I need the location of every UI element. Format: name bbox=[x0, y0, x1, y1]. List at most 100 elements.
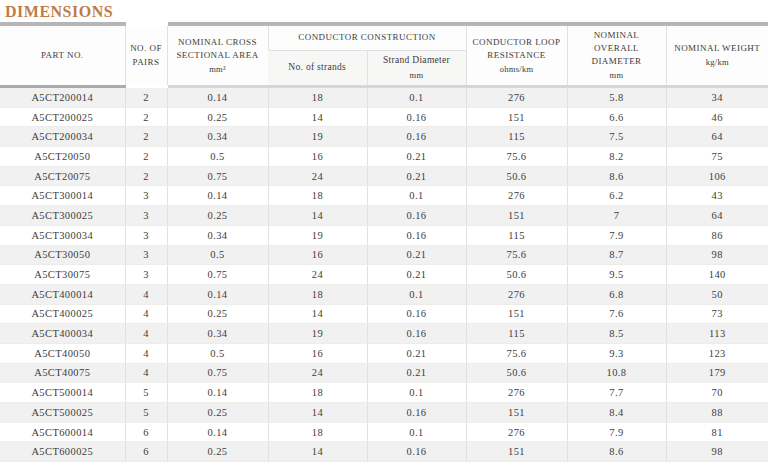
table-body: A5CT20001420.14180.12765.834A5CT20002520… bbox=[0, 87, 768, 462]
table-cell: 50.6 bbox=[466, 166, 567, 186]
table-cell: 0.34 bbox=[167, 324, 268, 344]
table-cell: 151 bbox=[466, 442, 567, 462]
table-cell: 0.25 bbox=[167, 304, 268, 324]
table-cell: A5CT400034 bbox=[0, 324, 125, 344]
table-cell: 24 bbox=[268, 265, 367, 285]
table-cell: A5CT300025 bbox=[0, 206, 125, 226]
header-pairs: NO. OF PAIRS bbox=[125, 24, 167, 87]
header-strand-diameter: Strand Diameter mm bbox=[367, 51, 466, 87]
table-cell: 2 bbox=[125, 166, 167, 186]
table-cell: A5CT300034 bbox=[0, 225, 125, 245]
table-cell: 0.21 bbox=[367, 166, 466, 186]
table-cell: A5CT200014 bbox=[0, 87, 125, 108]
table-cell: A5CT500014 bbox=[0, 383, 125, 403]
table-cell: 14 bbox=[268, 442, 367, 462]
table-cell: 3 bbox=[125, 225, 167, 245]
table-cell: 276 bbox=[466, 284, 567, 304]
table-cell: 276 bbox=[466, 422, 567, 442]
table-cell: 16 bbox=[268, 245, 367, 265]
table-cell: 7.6 bbox=[567, 304, 666, 324]
table-cell: 115 bbox=[466, 324, 567, 344]
table-cell: 0.1 bbox=[367, 284, 466, 304]
table-cell: 43 bbox=[666, 186, 768, 206]
table-cell: A5CT200034 bbox=[0, 127, 125, 147]
table-cell: 0.16 bbox=[367, 206, 466, 226]
table-row: A5CT40003440.34190.161158.5113 bbox=[0, 324, 768, 344]
page-title: DIMENSIONS bbox=[0, 0, 768, 22]
table-row: A5CT30001430.14180.12766.243 bbox=[0, 186, 768, 206]
table-cell: 2 bbox=[125, 147, 167, 167]
table-row: A5CT40002540.25140.161517.673 bbox=[0, 304, 768, 324]
table-cell: 75.6 bbox=[466, 343, 567, 363]
table-cell: 18 bbox=[268, 383, 367, 403]
table-cell: 0.5 bbox=[167, 245, 268, 265]
table-cell: 98 bbox=[666, 442, 768, 462]
table-cell: 19 bbox=[268, 225, 367, 245]
table-cell: 64 bbox=[666, 206, 768, 226]
table-cell: 64 bbox=[666, 127, 768, 147]
table-cell: 0.5 bbox=[167, 343, 268, 363]
table-row: A5CT3005030.5160.2175.68.798 bbox=[0, 245, 768, 265]
table-cell: 0.1 bbox=[367, 186, 466, 206]
table-cell: 0.16 bbox=[367, 403, 466, 423]
header-area-label: NOMINAL CROSS SECTIONAL AREA bbox=[176, 37, 258, 60]
table-cell: 9.3 bbox=[567, 343, 666, 363]
dimensions-table: PART NO. NO. OF PAIRS NOMINAL CROSS SECT… bbox=[0, 22, 768, 462]
header-cross-sectional-area: NOMINAL CROSS SECTIONAL AREA mm² bbox=[167, 24, 268, 87]
table-cell: 0.14 bbox=[167, 87, 268, 108]
header-strands-label: No. of strands bbox=[288, 62, 346, 72]
table-cell: 2 bbox=[125, 107, 167, 127]
header-conductor-construction-group: CONDUCTOR CONSTRUCTION bbox=[268, 24, 466, 51]
table-cell: 0.14 bbox=[167, 284, 268, 304]
table-cell: 0.34 bbox=[167, 225, 268, 245]
table-cell: 7 bbox=[567, 206, 666, 226]
table-row: A5CT30002530.25140.16151764 bbox=[0, 206, 768, 226]
header-resistance-unit: ohms/km bbox=[470, 63, 564, 75]
table-cell: 0.16 bbox=[367, 304, 466, 324]
table-row: A5CT50002550.25140.161518.488 bbox=[0, 403, 768, 423]
table-row: A5CT20001420.14180.12765.834 bbox=[0, 87, 768, 108]
table-cell: 16 bbox=[268, 343, 367, 363]
table-cell: 0.16 bbox=[367, 107, 466, 127]
table-cell: A5CT40075 bbox=[0, 363, 125, 383]
table-cell: 0.16 bbox=[367, 225, 466, 245]
table-cell: 0.14 bbox=[167, 422, 268, 442]
table-cell: 0.16 bbox=[367, 442, 466, 462]
table-cell: 18 bbox=[268, 422, 367, 442]
table-row: A5CT20002520.25140.161516.646 bbox=[0, 107, 768, 127]
table-cell: 6.2 bbox=[567, 186, 666, 206]
table-cell: 14 bbox=[268, 403, 367, 423]
header-nominal-weight: NOMINAL WEIGHT kg/km bbox=[666, 24, 768, 87]
header-area-unit: mm² bbox=[171, 63, 265, 75]
table-cell: 115 bbox=[466, 225, 567, 245]
header-overall-dia-label: NOMINAL OVERALL DIAMETER bbox=[591, 30, 641, 66]
table-cell: 3 bbox=[125, 186, 167, 206]
table-cell: 46 bbox=[666, 107, 768, 127]
table-cell: 73 bbox=[666, 304, 768, 324]
table-cell: A5CT200025 bbox=[0, 107, 125, 127]
table-cell: 88 bbox=[666, 403, 768, 423]
table-cell: 3 bbox=[125, 206, 167, 226]
table-cell: 0.1 bbox=[367, 383, 466, 403]
table-cell: 276 bbox=[466, 383, 567, 403]
header-overall-dia-unit: mm bbox=[571, 69, 663, 81]
table-cell: 86 bbox=[666, 225, 768, 245]
table-cell: 4 bbox=[125, 343, 167, 363]
table-cell: 0.75 bbox=[167, 166, 268, 186]
table-cell: 5 bbox=[125, 403, 167, 423]
table-cell: 50 bbox=[666, 284, 768, 304]
table-cell: 0.25 bbox=[167, 403, 268, 423]
table-cell: 8.4 bbox=[567, 403, 666, 423]
table-cell: 3 bbox=[125, 245, 167, 265]
table-cell: 140 bbox=[666, 265, 768, 285]
header-strand-dia-label: Strand Diameter bbox=[383, 55, 450, 65]
table-cell: 18 bbox=[268, 87, 367, 108]
header-strands: No. of strands bbox=[268, 51, 367, 87]
table-cell: A5CT600014 bbox=[0, 422, 125, 442]
table-cell: 50.6 bbox=[466, 363, 567, 383]
table-cell: A5CT40050 bbox=[0, 343, 125, 363]
table-cell: 115 bbox=[466, 127, 567, 147]
table-cell: 0.21 bbox=[367, 265, 466, 285]
table-row: A5CT2007520.75240.2150.68.6106 bbox=[0, 166, 768, 186]
table-cell: 4 bbox=[125, 304, 167, 324]
